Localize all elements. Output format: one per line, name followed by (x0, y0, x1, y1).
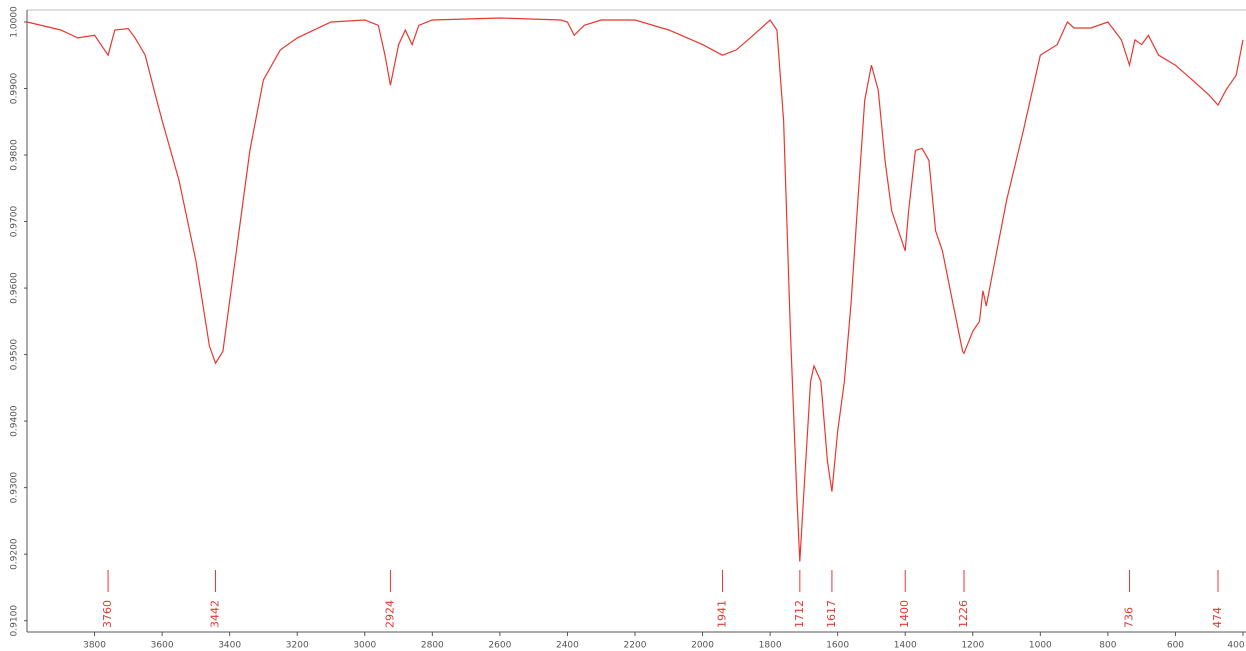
x-tick-label: 2600 (488, 641, 511, 651)
peak-label: 1226 (957, 600, 970, 628)
x-tick-label: 400 (1227, 641, 1244, 651)
y-tick-label: 0.9700 (10, 206, 20, 238)
x-tick-label: 1800 (759, 641, 782, 651)
x-tick-label: 3600 (151, 641, 174, 651)
x-tick-label: 600 (1167, 641, 1184, 651)
y-tick-label: 0.9100 (10, 605, 20, 637)
x-tick-label: 1400 (894, 641, 917, 651)
peak-label: 2924 (383, 600, 396, 628)
x-tick-label: 800 (1099, 641, 1116, 651)
x-tick-label: 2200 (624, 641, 647, 651)
peak-label: 736 (1123, 607, 1136, 628)
y-tick-label: 0.9900 (10, 72, 20, 104)
y-tick-label: 0.9300 (10, 472, 20, 504)
peak-label: 1400 (898, 600, 911, 628)
peak-label: 1617 (825, 600, 838, 628)
x-tick-label: 3000 (353, 641, 376, 651)
x-tick-label: 1200 (961, 641, 984, 651)
x-tick-label: 1000 (1029, 641, 1052, 651)
x-tick-label: 1600 (826, 641, 849, 651)
y-tick-label: 0.9200 (10, 538, 20, 570)
y-tick-label: 0.9600 (10, 272, 20, 304)
peak-label: 1712 (793, 600, 806, 628)
y-tick-label: 0.9800 (10, 139, 20, 171)
x-tick-label: 2000 (691, 641, 714, 651)
peak-label: 3760 (101, 600, 114, 628)
y-tick-label: 1.0000 (10, 6, 20, 38)
x-tick-label: 3200 (286, 641, 309, 651)
peak-label: 3442 (208, 600, 221, 628)
y-tick-label: 0.9500 (10, 339, 20, 371)
peak-label: 474 (1211, 607, 1224, 628)
x-tick-label: 3800 (83, 641, 106, 651)
peak-label: 1941 (715, 600, 728, 628)
y-tick-label: 0.9400 (10, 405, 20, 437)
x-tick-label: 3400 (218, 641, 241, 651)
spectrum-line (26, 17, 1244, 562)
x-tick-label: 2800 (421, 641, 444, 651)
x-tick-label: 2400 (556, 641, 579, 651)
